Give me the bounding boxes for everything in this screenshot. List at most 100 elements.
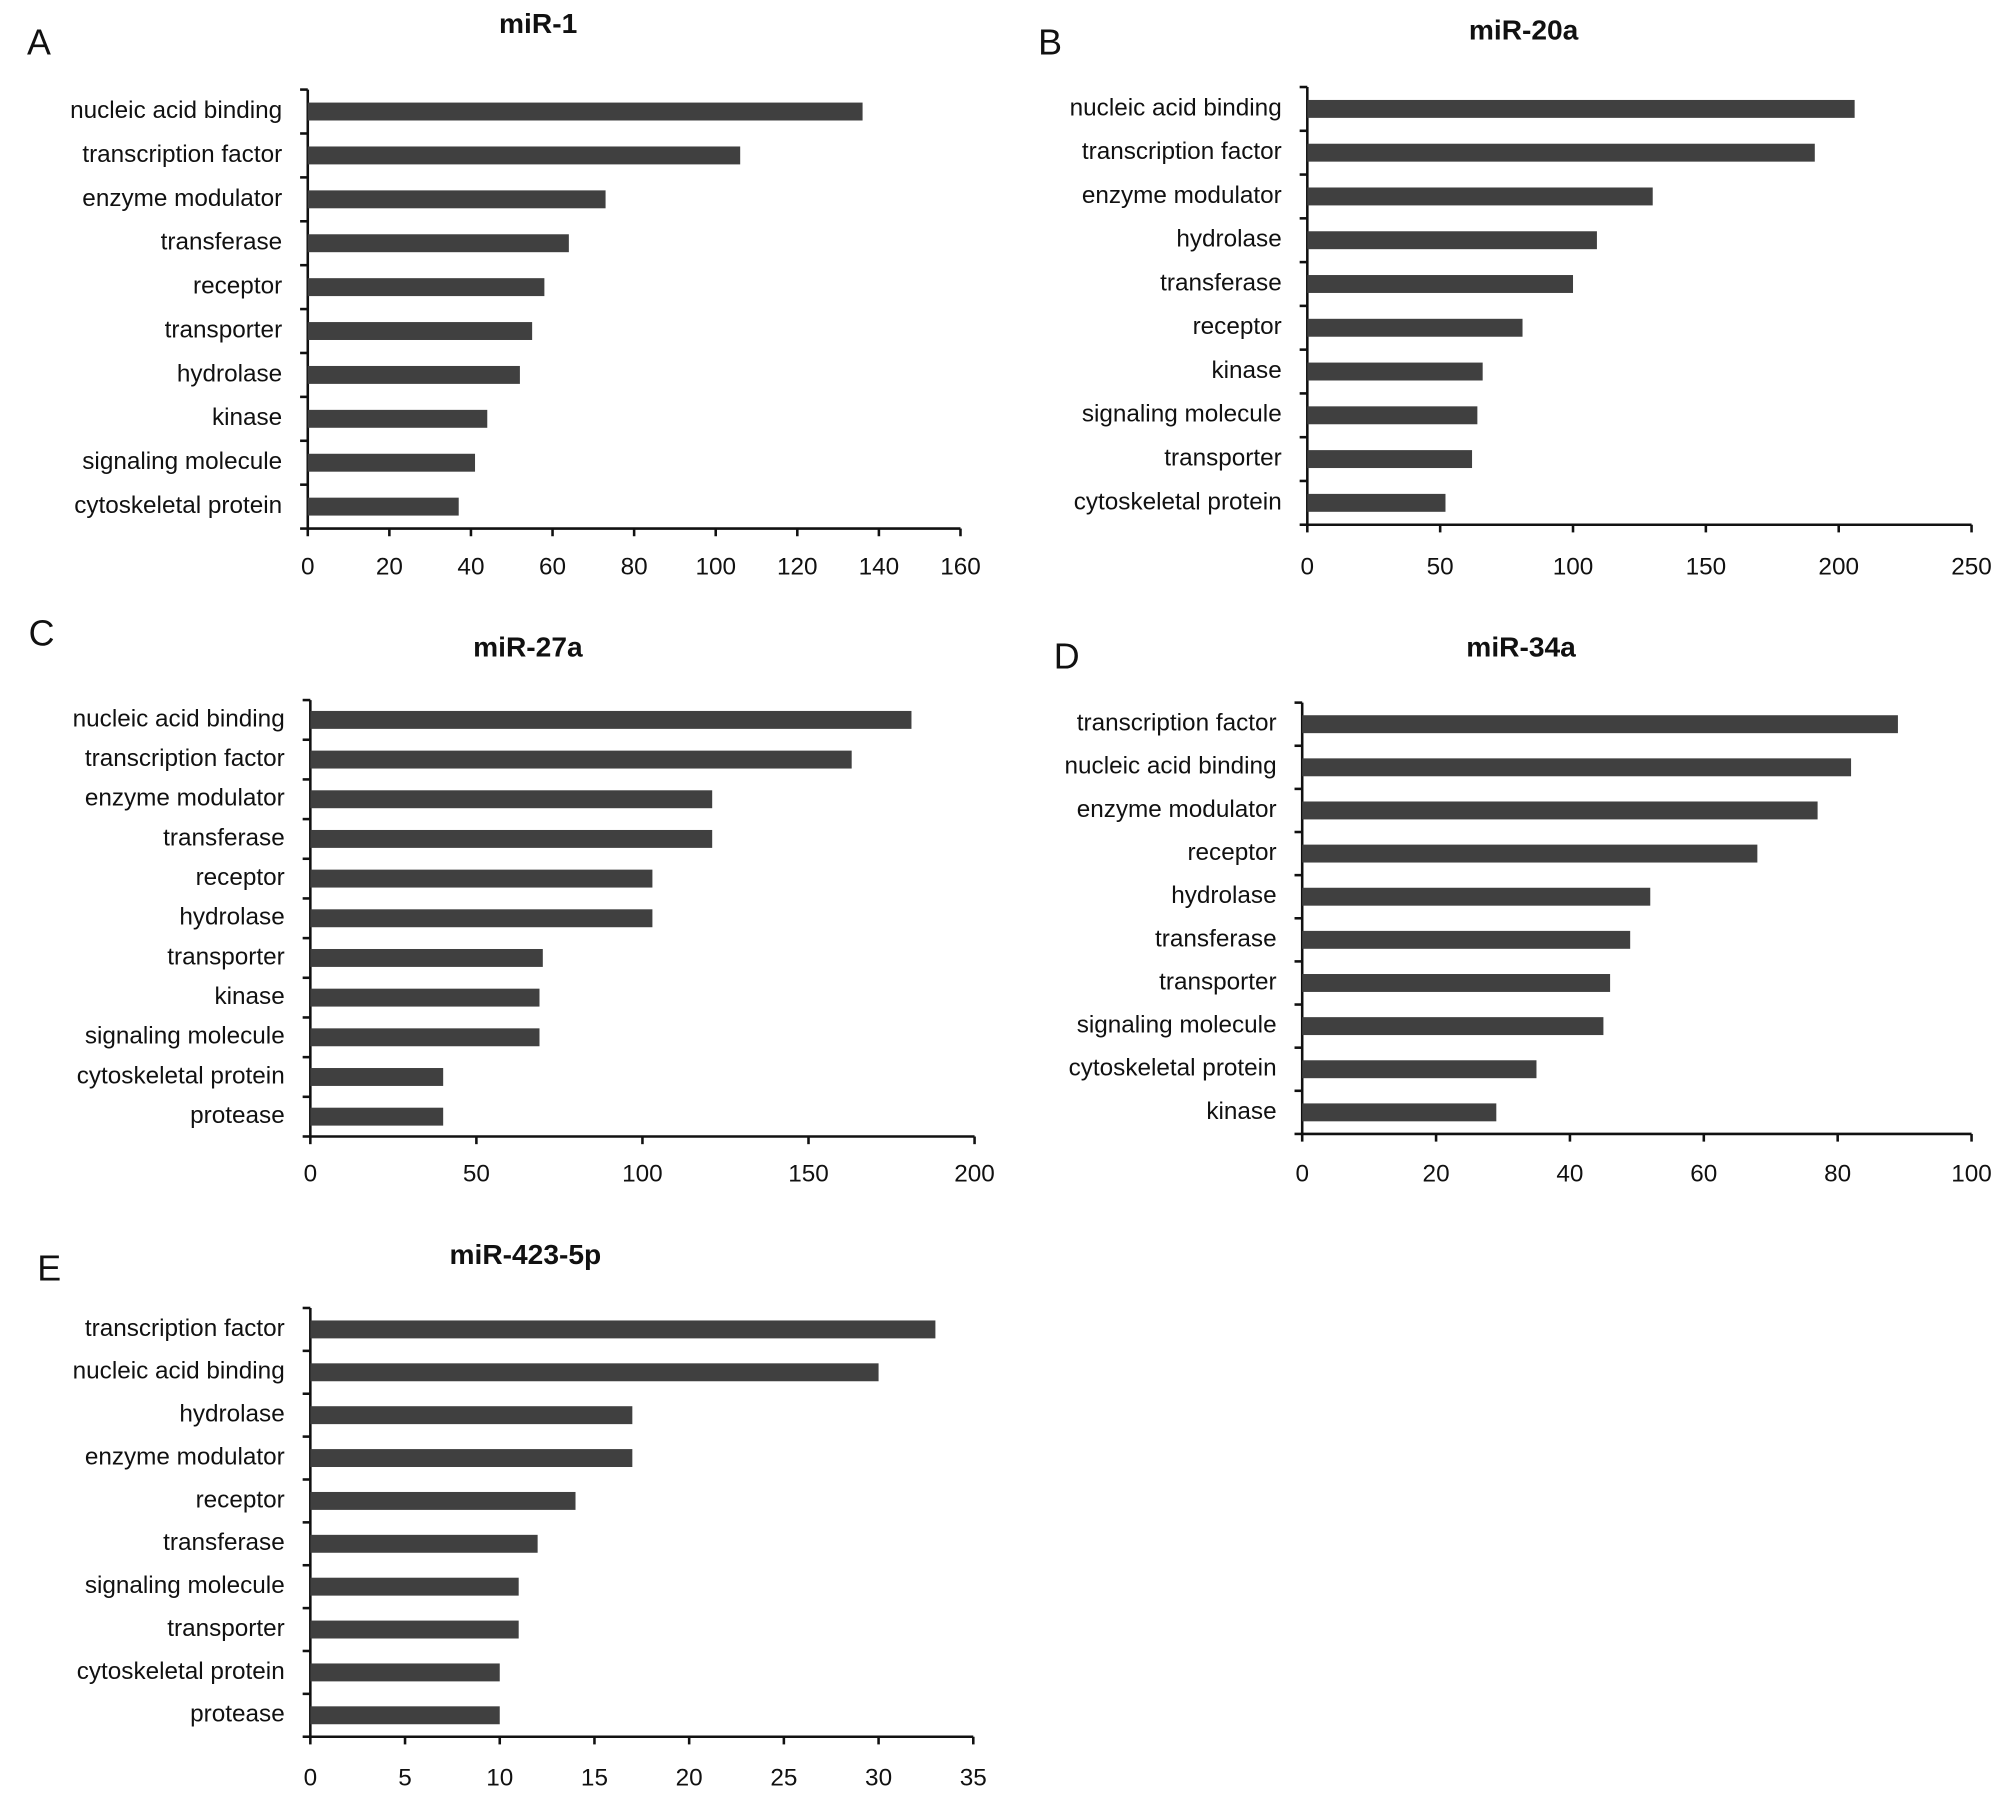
bar (310, 829, 713, 848)
bar (310, 1534, 538, 1553)
x-tick-label: 0 (304, 1160, 318, 1187)
category-label: kinase (1211, 357, 1281, 384)
category-label: transferase (163, 824, 285, 851)
category-label: enzyme modulator (1082, 182, 1282, 209)
bar (310, 1663, 500, 1682)
category-label: receptor (1187, 839, 1276, 866)
category-label: nucleic acid binding (1065, 753, 1277, 780)
x-tick-label: 100 (1553, 554, 1594, 581)
bar (310, 1620, 519, 1639)
bar (1302, 801, 1818, 820)
x-tick-label: 50 (463, 1160, 490, 1187)
category-label: signaling molecule (85, 1572, 285, 1599)
category-label: nucleic acid binding (73, 1358, 285, 1385)
bar (310, 1449, 633, 1468)
category-label: kinase (215, 983, 285, 1010)
x-tick-label: 150 (1686, 554, 1727, 581)
bar (310, 1363, 879, 1382)
bar (1302, 1017, 1604, 1036)
x-tick-label: 200 (954, 1160, 995, 1187)
bar (1302, 758, 1852, 777)
category-label: signaling molecule (85, 1023, 285, 1050)
category-label: transcription factor (82, 141, 282, 168)
category-label: cytoskeletal protein (1069, 1055, 1277, 1082)
category-label: transferase (161, 229, 283, 256)
panel-label: E (37, 1248, 61, 1288)
category-label: transcription factor (1077, 710, 1277, 737)
x-tick-label: 80 (1824, 1160, 1851, 1187)
category-label: transporter (167, 1615, 285, 1642)
bar (310, 948, 543, 967)
bar (1302, 887, 1651, 906)
bar (310, 1577, 519, 1596)
x-tick-label: 30 (865, 1764, 892, 1791)
category-label: hydrolase (1171, 882, 1276, 909)
bar (307, 146, 741, 165)
bar (1302, 1060, 1537, 1079)
x-tick-label: 150 (788, 1160, 829, 1187)
x-tick-label: 250 (1951, 554, 1992, 581)
bar (310, 1028, 540, 1047)
category-label: transcription factor (85, 1315, 285, 1342)
chart-title: miR-34a (1466, 631, 1576, 662)
bar (310, 750, 852, 769)
category-label: hydrolase (177, 360, 282, 387)
bar (307, 497, 459, 516)
x-tick-label: 20 (376, 554, 403, 581)
bar (1302, 1103, 1497, 1122)
bar (310, 1107, 444, 1126)
category-label: signaling molecule (1082, 401, 1282, 428)
bar (310, 1068, 444, 1086)
x-tick-label: 80 (621, 554, 648, 581)
category-label: transferase (163, 1529, 285, 1556)
x-tick-label: 20 (676, 1764, 703, 1791)
bar (310, 1491, 576, 1510)
category-label: enzyme modulator (85, 1443, 285, 1470)
category-label: enzyme modulator (82, 185, 282, 212)
bar (1307, 275, 1574, 293)
category-label: receptor (196, 1486, 285, 1513)
bar (307, 453, 476, 472)
x-tick-label: 5 (398, 1764, 412, 1791)
x-tick-label: 15 (581, 1764, 608, 1791)
panel-label: C (29, 614, 55, 654)
x-tick-label: 40 (457, 554, 484, 581)
x-tick-label: 160 (940, 554, 981, 581)
bar (310, 909, 653, 928)
bar (1302, 844, 1758, 863)
bar (1302, 930, 1631, 949)
bar (1307, 362, 1483, 381)
bar (1307, 143, 1815, 162)
bar (310, 710, 912, 729)
category-label: nucleic acid binding (1070, 94, 1282, 121)
category-label: transporter (1159, 968, 1277, 995)
x-tick-label: 60 (1690, 1160, 1717, 1187)
panel-label: B (1038, 22, 1062, 62)
category-label: transferase (1160, 269, 1282, 296)
x-tick-label: 40 (1556, 1160, 1583, 1187)
bar (310, 1706, 500, 1725)
category-label: signaling molecule (82, 448, 282, 475)
category-label: cytoskeletal protein (77, 1658, 285, 1685)
category-label: transporter (167, 943, 285, 970)
x-tick-label: 100 (622, 1160, 663, 1187)
x-tick-label: 50 (1427, 554, 1454, 581)
bar (1307, 231, 1597, 250)
category-label: cytoskeletal protein (77, 1062, 285, 1089)
panel-label: D (1054, 637, 1080, 677)
x-tick-label: 140 (859, 554, 900, 581)
x-tick-label: 20 (1423, 1160, 1450, 1187)
category-label: receptor (196, 864, 285, 891)
bar (1307, 318, 1523, 337)
bar (310, 869, 653, 888)
chart-title: miR-27a (473, 631, 583, 662)
bar (1307, 187, 1653, 206)
panel-label: A (27, 22, 51, 62)
x-tick-label: 60 (539, 554, 566, 581)
category-label: receptor (193, 273, 282, 300)
x-tick-label: 35 (960, 1764, 987, 1791)
category-label: hydrolase (179, 1401, 284, 1428)
category-label: protease (190, 1102, 285, 1129)
bar (307, 190, 606, 209)
